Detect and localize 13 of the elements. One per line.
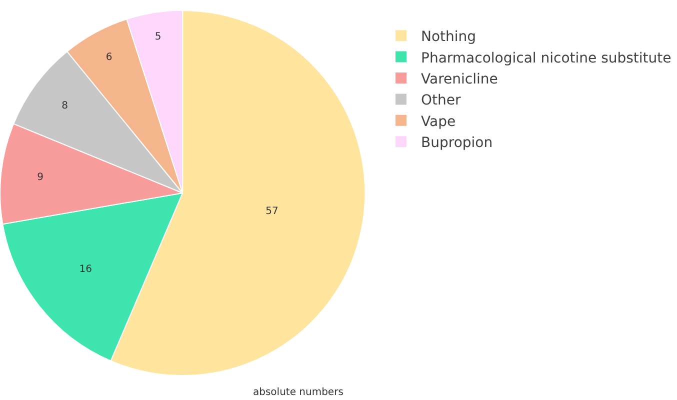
data-label: 5 xyxy=(154,31,162,42)
legend-label: Varenicline xyxy=(421,71,498,88)
legend-label: Pharmacological nicotine substitute xyxy=(421,50,672,66)
legend-label: Nothing xyxy=(421,29,476,46)
data-label: 57 xyxy=(266,206,278,217)
data-label: 16 xyxy=(79,264,92,276)
data-label: 8 xyxy=(62,100,68,112)
legend-label: Vape xyxy=(421,114,456,130)
data-label: 9 xyxy=(37,172,44,183)
legend-label: Other xyxy=(421,92,461,109)
data-label: 6 xyxy=(106,52,112,64)
legend-label: Bupropion xyxy=(421,135,493,152)
text: absolute numbers xyxy=(253,387,344,398)
